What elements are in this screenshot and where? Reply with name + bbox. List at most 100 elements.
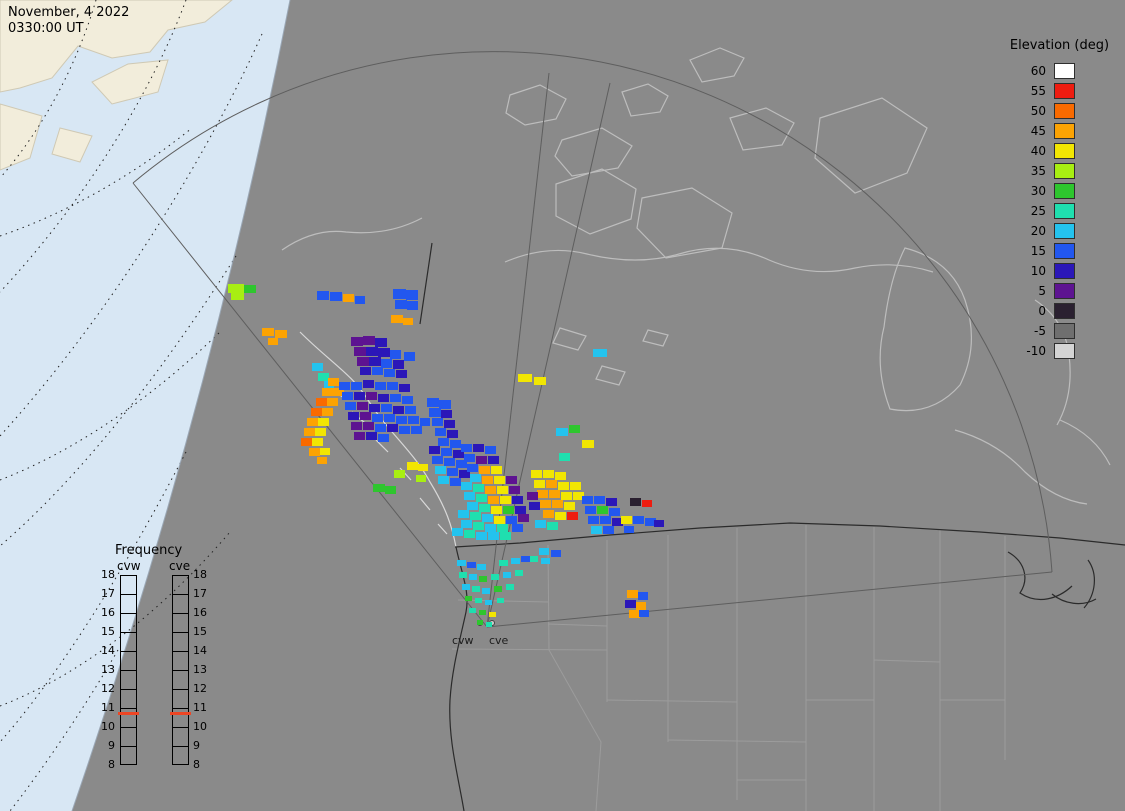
radar-echo-cell (429, 446, 440, 454)
radar-echo-cell (609, 508, 620, 516)
radar-echo-cell (316, 398, 327, 406)
frequency-tick-label: 17 (193, 587, 207, 600)
radar-echo-cell (535, 520, 546, 528)
radar-echo-cell (351, 382, 362, 390)
frequency-cvw-label: cvw (117, 559, 141, 573)
elevation-legend-swatch (1054, 243, 1075, 259)
radar-echo-cell (552, 500, 563, 508)
radar-echo-cell (464, 454, 475, 462)
radar-echo-cell (393, 289, 406, 299)
radar-site-label-cve: cve (489, 634, 509, 647)
radar-echo-cell (366, 392, 377, 400)
ocean-corner (0, 0, 290, 811)
radar-echo-cell (407, 301, 418, 310)
radar-echo-cell (479, 466, 490, 474)
radar-echo-cell (642, 500, 652, 507)
radar-echo-cell (318, 418, 329, 426)
elevation-legend-value: -5 (1034, 324, 1046, 338)
radar-echo-cell (369, 357, 381, 366)
frequency-bar-tick (121, 632, 136, 633)
radar-echo-cell (405, 406, 416, 414)
radar-echo-cell (330, 292, 342, 301)
projection-limb (71, 0, 291, 811)
radar-echo-cell (629, 610, 640, 618)
radar-echo-cell (375, 382, 386, 390)
radar-echo-cell (621, 516, 632, 524)
timestamp-time: 0330:00 UT (8, 21, 84, 37)
frequency-bar (120, 575, 137, 765)
frequency-bar-tick (121, 594, 136, 595)
radar-echo-cell (375, 424, 386, 432)
elevation-legend-value: 0 (1038, 304, 1046, 318)
elevation-legend-row: 35 (998, 161, 1125, 181)
elevation-legend-title: Elevation (deg) (1009, 38, 1110, 53)
radar-echo-cell (357, 357, 369, 366)
radar-echo-cell (375, 338, 387, 347)
elevation-legend-row: 55 (998, 81, 1125, 101)
elevation-legend-swatch (1054, 303, 1075, 319)
radar-echo-cell (494, 516, 505, 524)
frequency-tick-label: 14 (101, 644, 115, 657)
radar-echo-cell (456, 460, 467, 468)
frequency-tick-label: 9 (193, 739, 200, 752)
elevation-legend-swatch (1054, 223, 1075, 239)
radar-echo-cell (506, 516, 517, 524)
frequency-tick-label: 12 (101, 682, 115, 695)
radar-echo-cell (527, 492, 538, 500)
elevation-legend-row: 45 (998, 121, 1125, 141)
radar-echo-cell (627, 590, 638, 598)
elevation-legend-row: 10 (998, 261, 1125, 281)
radar-echo-cell (582, 440, 594, 448)
radar-echo-cell (311, 408, 322, 416)
radar-echo-cell (515, 506, 526, 514)
radar-echo-cell (396, 416, 407, 424)
radar-echo-cell (559, 453, 570, 461)
radar-echo-cell (588, 516, 599, 524)
frequency-tick-label: 11 (193, 701, 207, 714)
radar-echo-cell (467, 502, 478, 510)
radar-echo-cell (301, 438, 312, 446)
frequency-legend-title: Frequency (115, 543, 183, 558)
radar-echo-cell (395, 300, 407, 309)
radar-echo-cell (591, 526, 602, 534)
frequency-bar-tick (173, 613, 188, 614)
radar-echo-cell (231, 293, 244, 300)
radar-echo-cell (450, 440, 461, 448)
radar-echo-cell (518, 514, 529, 522)
elevation-legend-row: -10 (998, 341, 1125, 361)
radar-echo-cell (491, 574, 499, 580)
elevation-legend-swatch (1054, 63, 1075, 79)
elevation-legend-value: 30 (1030, 184, 1046, 198)
frequency-bar-tick (121, 746, 136, 747)
radar-echo-cell (531, 470, 542, 478)
elevation-legend-value: 20 (1030, 224, 1046, 238)
radar-echo-cell (369, 404, 380, 412)
radar-echo-cell (378, 348, 390, 357)
radar-echo-cell (378, 434, 389, 442)
radar-echo-cell (416, 475, 426, 482)
radar-echo-cell (429, 408, 441, 417)
elevation-legend-value: 40 (1030, 144, 1046, 158)
radar-echo-cell (534, 480, 545, 488)
elevation-legend-row: 30 (998, 181, 1125, 201)
elevation-legend-row: -5 (998, 321, 1125, 341)
radar-echo-cell (450, 478, 461, 486)
radar-echo-cell (343, 294, 354, 302)
radar-echo-cell (476, 532, 487, 540)
radar-echo-cell (360, 367, 371, 375)
elevation-legend-rows: 60 55 50 45 40 35 30 25 20 15 10 5 0 -5 -10 (998, 61, 1125, 361)
radar-echo-cell (497, 524, 508, 532)
radar-echo-cell (606, 498, 617, 506)
radar-echo-cell (244, 285, 256, 293)
frequency-bar (172, 575, 189, 765)
radar-echo-cell (534, 377, 546, 385)
radar-echo-cell (268, 338, 278, 345)
radar-echo-cell (486, 622, 492, 627)
radar-echo-cell (603, 526, 614, 534)
frequency-tick-label: 16 (101, 606, 115, 619)
elevation-legend-row: 50 (998, 101, 1125, 121)
radar-echo-cell (461, 482, 472, 490)
radar-echo-cell (393, 406, 404, 414)
radar-echo-cell (494, 586, 502, 592)
elevation-legend-value: 5 (1038, 284, 1046, 298)
